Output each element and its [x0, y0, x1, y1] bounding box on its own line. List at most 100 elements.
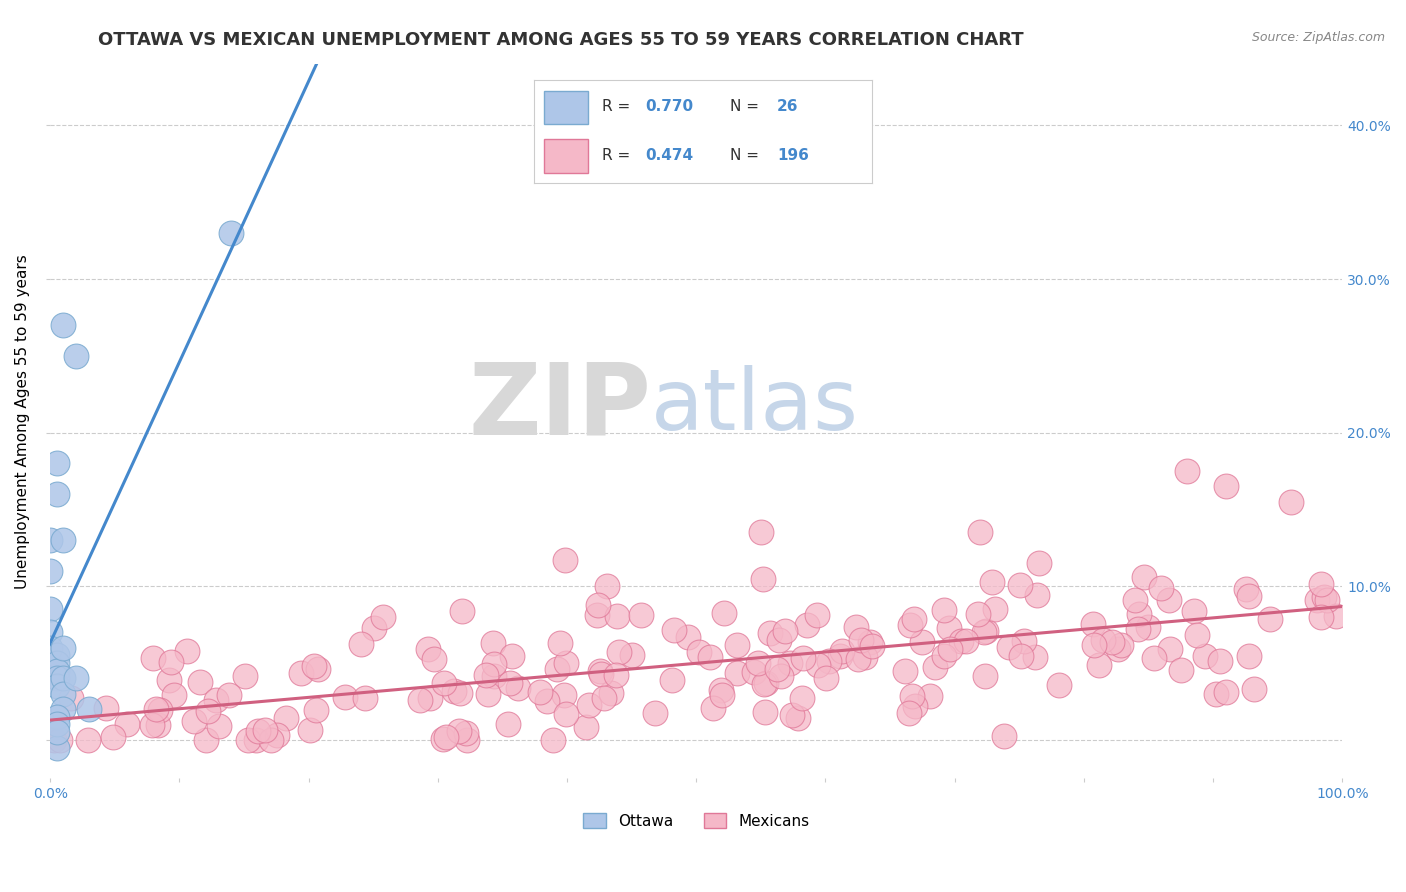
Point — [589, 667, 612, 681]
Point — [1170, 663, 1192, 677]
Point — [1237, 589, 1260, 603]
Point — [305, 703, 328, 717]
Point — [993, 729, 1015, 743]
Point — [52, 640, 75, 655]
Point — [725, 666, 748, 681]
Point — [920, 690, 942, 704]
Point — [208, 719, 231, 733]
Point — [432, 731, 454, 746]
Point — [747, 656, 769, 670]
Point — [501, 648, 523, 663]
Point — [1205, 687, 1227, 701]
Point — [1024, 650, 1046, 665]
Point — [101, 731, 124, 745]
Point — [456, 732, 478, 747]
Point — [77, 732, 100, 747]
Point — [585, 607, 607, 622]
Point — [39, 602, 62, 616]
Point — [363, 621, 385, 635]
Point — [195, 732, 218, 747]
Point — [163, 689, 186, 703]
Point — [664, 624, 686, 638]
Point — [1279, 495, 1302, 509]
Point — [966, 607, 988, 621]
Point — [1047, 677, 1070, 691]
Point — [981, 575, 1004, 590]
Text: R =: R = — [602, 99, 636, 114]
Point — [938, 621, 960, 635]
Point — [1157, 593, 1180, 607]
Point — [744, 665, 766, 679]
Point — [775, 624, 797, 638]
Point — [554, 553, 576, 567]
Point — [1316, 592, 1339, 607]
Point — [845, 620, 868, 634]
Point — [932, 648, 955, 663]
Point — [1187, 628, 1209, 642]
Point — [205, 692, 228, 706]
Point — [900, 689, 922, 703]
Point — [52, 672, 75, 686]
Point — [96, 700, 118, 714]
Point — [1143, 651, 1166, 665]
Text: 0.474: 0.474 — [645, 148, 693, 163]
Point — [592, 690, 614, 705]
Point — [456, 726, 478, 740]
Point — [548, 636, 571, 650]
Point — [621, 648, 644, 663]
Point — [350, 637, 373, 651]
Point — [39, 625, 62, 640]
Point — [846, 652, 869, 666]
Point — [1215, 684, 1237, 698]
Point — [849, 632, 872, 647]
Point — [1310, 609, 1333, 624]
Text: OTTAWA VS MEXICAN UNEMPLOYMENT AMONG AGES 55 TO 59 YEARS CORRELATION CHART: OTTAWA VS MEXICAN UNEMPLOYMENT AMONG AGE… — [98, 31, 1024, 49]
Point — [45, 487, 67, 501]
Point — [924, 659, 946, 673]
Point — [553, 688, 575, 702]
Point — [1010, 577, 1032, 591]
Point — [65, 349, 87, 363]
Point — [482, 669, 505, 683]
Point — [806, 607, 828, 622]
FancyBboxPatch shape — [544, 91, 588, 124]
Text: 0.770: 0.770 — [645, 99, 693, 114]
Point — [955, 634, 977, 648]
Point — [828, 648, 851, 663]
Point — [1312, 590, 1334, 604]
Point — [176, 644, 198, 658]
Y-axis label: Unemployment Among Ages 55 to 59 years: Unemployment Among Ages 55 to 59 years — [15, 253, 30, 589]
Point — [1107, 642, 1129, 657]
Text: 196: 196 — [778, 148, 808, 163]
Point — [159, 655, 181, 669]
Point — [606, 609, 628, 624]
Point — [1028, 556, 1050, 570]
Point — [260, 732, 283, 747]
Text: 26: 26 — [778, 99, 799, 114]
Point — [676, 630, 699, 644]
Point — [1149, 582, 1171, 596]
Point — [449, 723, 471, 738]
Point — [42, 732, 65, 747]
Point — [702, 701, 724, 715]
Point — [699, 650, 721, 665]
Point — [1215, 479, 1237, 493]
Point — [529, 685, 551, 699]
Point — [1123, 593, 1146, 607]
Point — [59, 691, 82, 706]
Point — [48, 732, 70, 747]
Point — [449, 686, 471, 700]
Point — [482, 657, 505, 671]
Point — [45, 456, 67, 470]
Point — [443, 684, 465, 698]
Point — [506, 681, 529, 696]
Point — [117, 717, 139, 731]
Point — [831, 644, 853, 658]
Point — [157, 673, 180, 687]
Point — [859, 634, 882, 648]
Point — [477, 687, 499, 701]
Point — [1194, 648, 1216, 663]
Point — [792, 690, 814, 705]
Point — [755, 676, 778, 690]
Point — [894, 665, 917, 679]
